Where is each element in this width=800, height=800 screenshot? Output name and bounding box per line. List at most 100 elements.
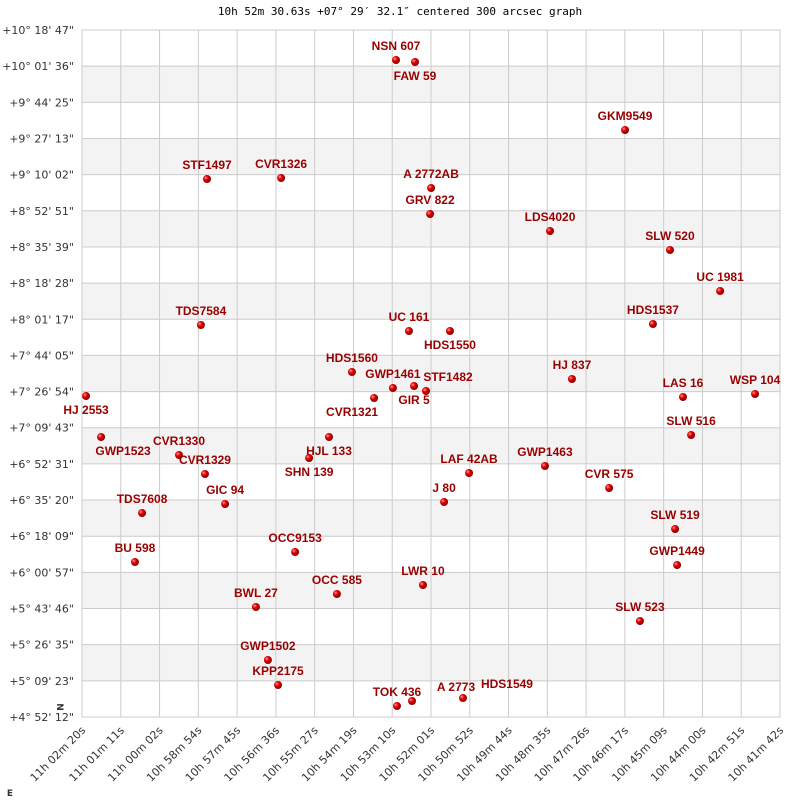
star-label: NSN 607 xyxy=(372,39,421,53)
star-label: FAW 59 xyxy=(394,69,437,83)
y-tick-label: +6° 18' 09" xyxy=(9,530,74,543)
star-point xyxy=(621,125,630,134)
y-tick-label: +6° 00' 57" xyxy=(9,566,74,579)
star-point xyxy=(221,499,230,508)
star-point xyxy=(665,246,674,255)
y-tick-label: +7° 44' 05" xyxy=(9,349,74,362)
y-tick-label: +8° 35' 39" xyxy=(9,241,74,254)
star-label: KPP2175 xyxy=(252,664,304,678)
star-point xyxy=(332,590,341,599)
star-point xyxy=(404,327,413,336)
star-point xyxy=(567,375,576,384)
star-point xyxy=(203,175,212,184)
star-point xyxy=(678,393,687,402)
star-label: TDS7584 xyxy=(176,304,227,318)
star-label: CVR1326 xyxy=(255,157,307,171)
star-label: HDS1560 xyxy=(326,351,378,365)
star-label: GIC 94 xyxy=(206,483,244,497)
star-point xyxy=(392,55,401,64)
plot-border xyxy=(81,29,781,718)
star-point xyxy=(671,525,680,534)
star-point xyxy=(347,368,356,377)
star-point xyxy=(97,433,106,442)
chart-title: 10h 52m 30.63s +07° 29′ 32.1″ centered 3… xyxy=(217,5,583,18)
star-label: CVR1330 xyxy=(153,434,205,448)
star-point xyxy=(427,184,436,193)
star-label: HJ 837 xyxy=(553,358,592,372)
star-label: BU 598 xyxy=(115,541,156,555)
star-label: SLW 519 xyxy=(650,508,700,522)
star-label: CVR1329 xyxy=(179,453,231,467)
y-tick-label: +5° 09' 23" xyxy=(9,675,74,688)
star-label: GWP1463 xyxy=(517,445,573,459)
star-point xyxy=(687,431,696,440)
star-label: HDS1549 xyxy=(481,677,533,691)
star-point xyxy=(605,484,614,493)
y-tick-label: +9° 27' 13" xyxy=(9,132,74,145)
star-label: LWR 10 xyxy=(401,564,445,578)
star-point xyxy=(426,210,435,219)
star-label: STF1482 xyxy=(423,370,473,384)
star-label: UC 161 xyxy=(389,310,430,324)
x-axis-label: E xyxy=(7,789,13,799)
y-tick-label: +10° 01' 36" xyxy=(2,60,74,73)
star-point xyxy=(291,547,300,556)
star-label: A 2772AB xyxy=(403,167,459,181)
star-point xyxy=(324,433,333,442)
star-label: HDS1537 xyxy=(627,303,679,317)
star-label: SLW 520 xyxy=(645,229,695,243)
star-label: OCC 585 xyxy=(312,573,362,587)
star-label: UC 1981 xyxy=(696,270,744,284)
star-label: LAS 16 xyxy=(663,376,704,390)
star-label: J 80 xyxy=(432,481,456,495)
star-point xyxy=(673,560,682,569)
star-point xyxy=(392,702,401,711)
star-label: TOK 436 xyxy=(373,685,422,699)
star-label: OCC9153 xyxy=(268,531,322,545)
y-axis-label: N xyxy=(54,703,64,711)
y-tick-label: +6° 35' 20" xyxy=(9,494,74,507)
star-label: CVR1321 xyxy=(326,405,378,419)
star-point xyxy=(546,227,555,236)
star-point xyxy=(751,390,760,399)
star-point xyxy=(196,320,205,329)
star-point xyxy=(277,173,286,182)
star-label: A 2773 xyxy=(437,680,476,694)
star-label: SLW 516 xyxy=(666,414,716,428)
star-label: HJ 2553 xyxy=(63,403,109,417)
star-label: GWP1461 xyxy=(365,367,421,381)
star-label: GKM9549 xyxy=(598,109,653,123)
star-point xyxy=(716,286,725,295)
star-label: TDS7608 xyxy=(117,492,168,506)
star-point xyxy=(263,656,272,665)
y-tick-label: +7° 09' 43" xyxy=(9,422,74,435)
star-label: HDS1550 xyxy=(424,338,476,352)
star-label: LDS4020 xyxy=(525,210,576,224)
star-point xyxy=(465,468,474,477)
y-tick-label: +8° 01' 17" xyxy=(9,313,74,326)
y-tick-label: +10° 18' 47" xyxy=(2,24,74,37)
y-tick-label: +8° 52' 51" xyxy=(9,205,74,218)
star-label: GWP1523 xyxy=(95,444,151,458)
y-tick-label: +9° 44' 25" xyxy=(9,96,74,109)
y-tick-label: +5° 43' 46" xyxy=(9,603,74,616)
y-tick-label: +9° 10' 02" xyxy=(9,169,74,182)
star-point xyxy=(251,603,260,612)
star-label: LAF 42AB xyxy=(440,452,498,466)
star-point xyxy=(458,694,467,703)
star-point xyxy=(418,581,427,590)
star-point xyxy=(411,58,420,67)
star-label: SHN 139 xyxy=(285,465,334,479)
star-point xyxy=(274,681,283,690)
star-point xyxy=(388,384,397,393)
star-point xyxy=(138,508,147,517)
y-tick-label: +8° 18' 28" xyxy=(9,277,74,290)
star-point xyxy=(305,454,314,463)
star-point xyxy=(130,558,139,567)
star-point xyxy=(635,617,644,626)
star-point xyxy=(648,320,657,329)
star-label: GWP1502 xyxy=(240,639,296,653)
star-label: GWP1449 xyxy=(649,544,705,558)
star-point xyxy=(422,386,431,395)
